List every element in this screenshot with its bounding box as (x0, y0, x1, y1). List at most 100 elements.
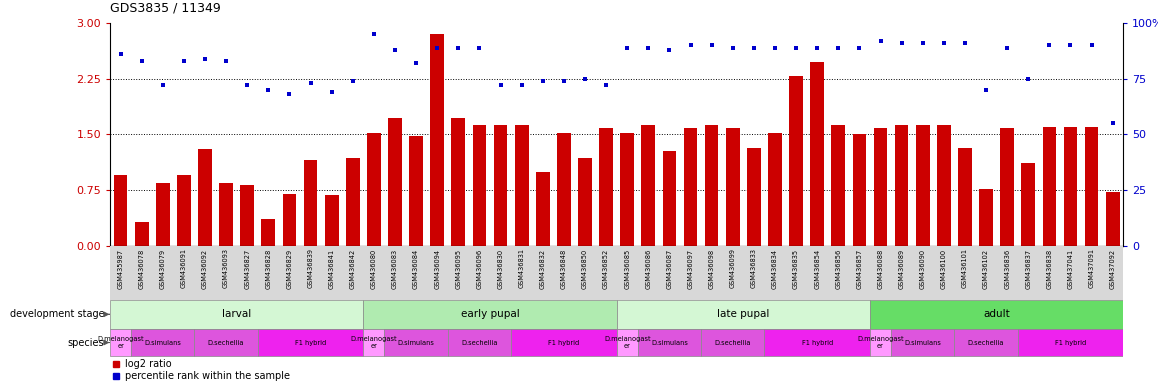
Bar (578, 158, 592, 246)
Point (724, 45, 742, 51)
Text: GSM436837: GSM436837 (1025, 248, 1032, 288)
Bar (891, 329, 954, 356)
Text: GSM435987: GSM435987 (118, 248, 124, 288)
Text: GSM436100: GSM436100 (940, 248, 947, 288)
Text: adult: adult (983, 309, 1010, 319)
Point (534, 78, 552, 84)
Bar (764, 329, 870, 356)
Point (365, 31, 383, 37)
Text: GSM436102: GSM436102 (983, 248, 989, 288)
Text: F1 hybrid: F1 hybrid (295, 339, 327, 346)
Point (111, 51, 130, 57)
Text: GSM436850: GSM436850 (582, 248, 588, 289)
Bar (621, 133, 635, 246)
Text: GSM436856: GSM436856 (835, 248, 841, 289)
Text: GSM437091: GSM437091 (1089, 248, 1094, 288)
Text: F1 hybrid: F1 hybrid (1055, 339, 1086, 346)
Point (217, 58, 235, 64)
Bar (683, 129, 697, 246)
Text: GSM436829: GSM436829 (286, 248, 293, 288)
Bar (768, 133, 782, 246)
Point (639, 45, 658, 51)
Point (132, 58, 151, 64)
Text: D.sechellia: D.sechellia (714, 339, 752, 346)
Point (935, 40, 953, 46)
Point (871, 38, 889, 44)
Text: GSM436080: GSM436080 (371, 248, 376, 289)
Bar (937, 126, 951, 246)
Bar (448, 329, 511, 356)
Point (681, 42, 699, 48)
Point (322, 89, 340, 95)
Text: GSM436094: GSM436094 (434, 248, 440, 288)
Text: development stage: development stage (9, 309, 104, 319)
Bar (895, 126, 909, 246)
Point (955, 40, 974, 46)
Text: D.melanogast
er: D.melanogast er (857, 336, 903, 349)
Bar (642, 126, 655, 246)
Point (1040, 42, 1058, 48)
Point (555, 78, 573, 84)
Bar (384, 329, 448, 356)
Bar (536, 172, 550, 246)
Bar (954, 329, 1018, 356)
Bar (493, 126, 507, 246)
Text: GSM436083: GSM436083 (393, 248, 398, 288)
Text: GSM436089: GSM436089 (899, 248, 904, 288)
Text: F1 hybrid: F1 hybrid (801, 339, 833, 346)
Point (850, 45, 868, 51)
Text: D.melanogast
er: D.melanogast er (97, 336, 144, 349)
Bar (616, 329, 638, 356)
Text: D.simulans: D.simulans (397, 339, 434, 346)
Bar (616, 300, 870, 329)
Text: GSM436101: GSM436101 (962, 248, 968, 288)
Text: GSM436827: GSM436827 (244, 248, 250, 289)
Bar (916, 126, 930, 246)
Text: GSM436078: GSM436078 (139, 248, 145, 289)
Point (237, 82, 256, 88)
Bar (156, 183, 169, 246)
Point (1083, 42, 1101, 48)
Point (1104, 120, 1122, 126)
Point (470, 45, 489, 51)
Bar (431, 34, 444, 246)
Bar (1106, 192, 1120, 246)
Text: early pupal: early pupal (461, 309, 519, 319)
Point (596, 82, 615, 88)
Text: GSM437041: GSM437041 (1068, 248, 1073, 288)
Point (406, 60, 425, 66)
Text: GSM437092: GSM437092 (1109, 248, 1115, 288)
Bar (195, 329, 258, 356)
Text: GSM436834: GSM436834 (772, 248, 778, 288)
Bar (131, 329, 195, 356)
Text: GSM436828: GSM436828 (265, 248, 271, 289)
Point (765, 45, 784, 51)
Bar (1042, 127, 1056, 246)
Bar (134, 222, 148, 246)
Bar (870, 329, 891, 356)
Text: GSM436852: GSM436852 (603, 248, 609, 289)
Text: log2 ratio: log2 ratio (125, 359, 171, 369)
Text: GSM436830: GSM436830 (498, 248, 504, 288)
Point (428, 45, 447, 51)
Text: GSM436090: GSM436090 (919, 248, 925, 288)
Text: GSM436087: GSM436087 (666, 248, 673, 289)
Bar (958, 148, 972, 246)
Text: GSM436096: GSM436096 (476, 248, 483, 288)
Text: GSM436095: GSM436095 (455, 248, 461, 288)
Bar (177, 175, 191, 246)
Point (745, 45, 763, 51)
Bar (511, 329, 616, 356)
Text: D.sechellia: D.sechellia (208, 339, 244, 346)
Text: D.sechellia: D.sechellia (461, 339, 498, 346)
Point (998, 45, 1017, 51)
Text: GSM436092: GSM436092 (201, 248, 208, 288)
Bar (324, 195, 338, 246)
Point (893, 40, 911, 46)
Point (786, 45, 805, 51)
Bar (1021, 162, 1035, 246)
Bar (110, 300, 364, 329)
Bar (409, 136, 423, 246)
Point (175, 58, 193, 64)
Bar (262, 219, 276, 246)
